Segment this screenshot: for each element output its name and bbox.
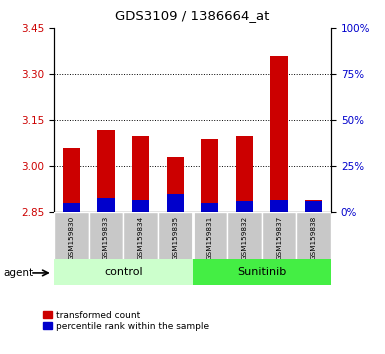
Bar xyxy=(62,148,80,212)
Bar xyxy=(54,212,89,260)
Bar xyxy=(262,212,296,260)
Text: GSM159832: GSM159832 xyxy=(241,216,248,261)
Bar xyxy=(89,212,123,260)
Legend: transformed count, percentile rank within the sample: transformed count, percentile rank withi… xyxy=(43,311,209,331)
Bar xyxy=(227,212,262,260)
Text: Sunitinib: Sunitinib xyxy=(237,267,286,277)
Text: GSM159833: GSM159833 xyxy=(103,216,109,261)
Bar xyxy=(236,201,253,212)
Bar xyxy=(192,259,331,285)
Bar xyxy=(167,157,184,212)
Bar xyxy=(236,136,253,212)
Bar xyxy=(271,56,288,212)
Bar xyxy=(132,200,149,212)
Text: GSM159835: GSM159835 xyxy=(172,216,178,261)
Bar xyxy=(158,212,192,260)
Bar xyxy=(201,203,219,212)
Bar xyxy=(123,212,158,260)
Bar xyxy=(305,200,323,212)
Bar xyxy=(167,194,184,212)
Bar xyxy=(296,212,331,260)
Bar xyxy=(62,203,80,212)
Bar xyxy=(97,198,115,212)
Text: agent: agent xyxy=(3,268,33,278)
Text: GSM159838: GSM159838 xyxy=(311,216,317,261)
Text: GSM159830: GSM159830 xyxy=(68,216,74,261)
Bar xyxy=(192,212,227,260)
Bar xyxy=(97,130,115,212)
Bar xyxy=(305,201,323,212)
Text: control: control xyxy=(104,267,142,277)
Bar xyxy=(54,259,192,285)
Bar xyxy=(271,200,288,212)
Text: GDS3109 / 1386664_at: GDS3109 / 1386664_at xyxy=(116,9,270,22)
Text: GSM159831: GSM159831 xyxy=(207,216,213,261)
Bar xyxy=(132,136,149,212)
Bar xyxy=(201,139,219,212)
Text: GSM159837: GSM159837 xyxy=(276,216,282,261)
Text: GSM159834: GSM159834 xyxy=(137,216,144,261)
